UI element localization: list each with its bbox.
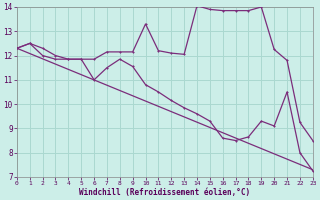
X-axis label: Windchill (Refroidissement éolien,°C): Windchill (Refroidissement éolien,°C) — [79, 188, 250, 197]
